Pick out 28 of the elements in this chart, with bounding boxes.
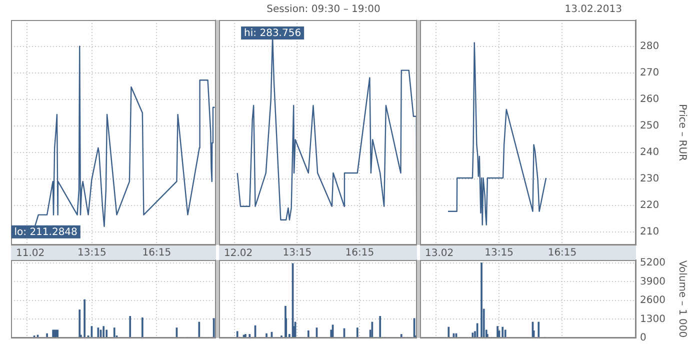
y-tick-label: 1300	[640, 314, 666, 325]
y-tick-label: 250	[640, 120, 660, 132]
text: 12.02	[224, 248, 253, 260]
y-tick-label: 260	[640, 94, 660, 106]
annotation: hi: 283.756	[244, 28, 302, 40]
y-tick-label: 0	[640, 332, 646, 344]
text: Session: 09:30 – 19:00	[266, 4, 380, 15]
text: 11.02	[16, 248, 45, 260]
x-tick-label: 16:15	[345, 248, 374, 259]
x-tick-label: 16:15	[548, 248, 577, 259]
y-axis-title: Volume – 1 000	[676, 260, 688, 338]
x-tick-label: 13:15	[484, 248, 514, 259]
x-tick-label: 13:15	[282, 248, 312, 259]
y-tick-label: 230	[640, 173, 660, 184]
x-tick-label: 16:15	[142, 248, 172, 259]
y-tick-label: 5200	[640, 257, 666, 268]
y-tick-label: 3900	[640, 276, 666, 288]
text: 13.02	[425, 248, 454, 260]
y-tick-label: 280	[640, 41, 660, 52]
text: 13.02.2013	[564, 4, 622, 15]
y-tick-label: 270	[640, 68, 660, 79]
x-tick-label: 13:15	[78, 248, 106, 259]
annotation: lo: 211.2848	[14, 226, 78, 238]
y-axis-title: Price – RUR	[676, 104, 688, 162]
y-tick-label: 220	[640, 200, 660, 211]
y-tick-label: 210	[640, 226, 660, 238]
y-tick-label: 2600	[640, 295, 666, 306]
y-tick-label: 240	[640, 146, 660, 158]
